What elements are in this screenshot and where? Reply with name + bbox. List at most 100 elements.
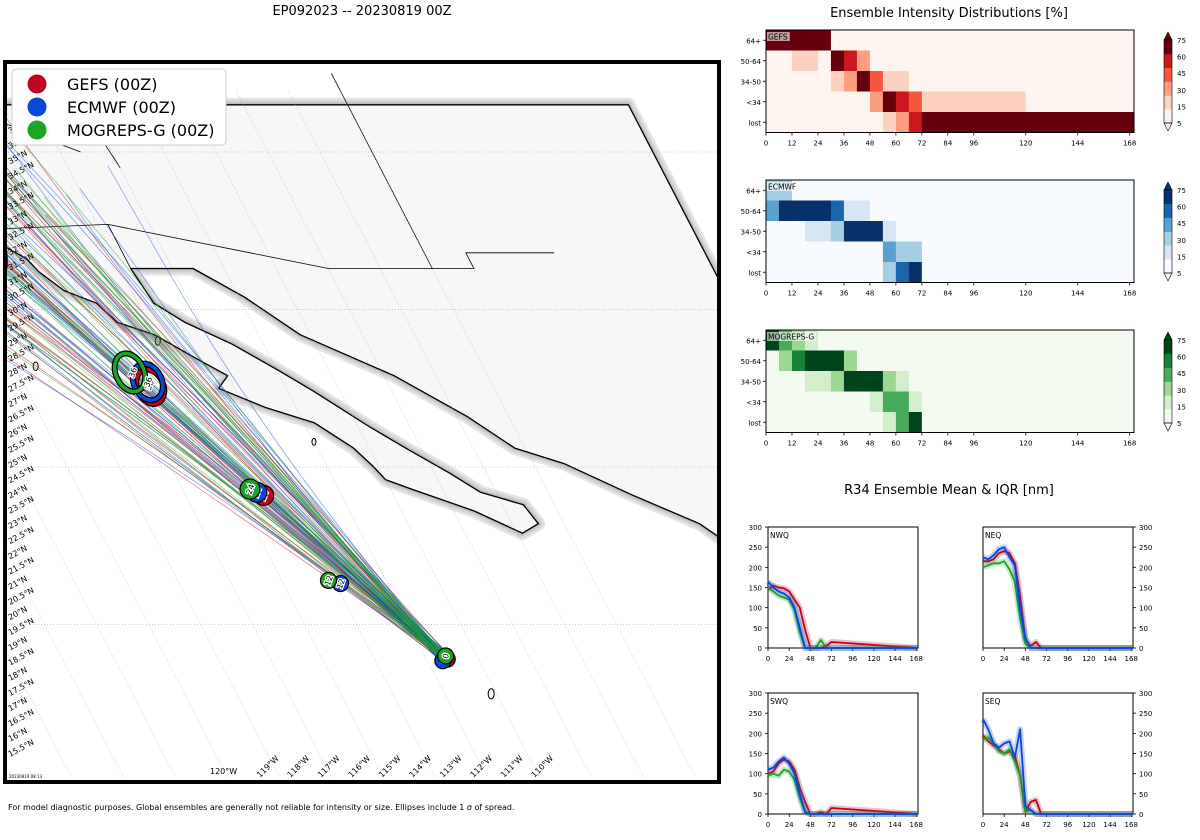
heatmap-cell (908, 412, 923, 433)
heatmap-cell (817, 262, 832, 283)
heatmap-cell (1051, 241, 1079, 263)
r34-panel-nwq: 0 24 48 72 96 120 144 168 0 50 100 150 200 250 300 NWQ (749, 524, 923, 663)
heatmap-cell (999, 350, 1027, 372)
heatmap-cell (947, 350, 975, 372)
heatmap-y-label: 64+ (746, 187, 761, 195)
heatmap-cell (895, 30, 910, 51)
r34-x-label: 48 (806, 821, 815, 829)
heatmap-cell (817, 112, 832, 133)
colorbar-segment (1164, 259, 1172, 274)
heatmap-cell (895, 221, 910, 242)
r34-x-label: 96 (848, 655, 857, 663)
heatmap-cell (856, 371, 871, 392)
heatmap-cell (856, 221, 871, 242)
r34-quadrant-label: SWQ (770, 697, 788, 706)
heatmap-cell (1077, 200, 1105, 222)
heatmap-y-label: 50-64 (741, 208, 762, 216)
colorbar-segment (1164, 217, 1172, 232)
ensemble-track (5, 269, 449, 657)
heatmap-cell (882, 412, 897, 433)
heatmap-cell (778, 350, 793, 372)
heatmap-cell (843, 50, 858, 72)
heatmap-cell (882, 391, 897, 413)
heatmap-cell (817, 241, 832, 263)
heatmap-cell (1077, 391, 1105, 413)
heatmap-cell (830, 91, 845, 113)
colorbar-segment (1164, 67, 1172, 82)
heatmap-cell (973, 330, 1001, 351)
heatmap-x-label: 0 (764, 440, 768, 448)
heatmap-cell (1051, 371, 1079, 392)
colorbar-arrow-top (1163, 181, 1173, 191)
ensemble-track (44, 196, 442, 657)
r34-x-label: 144 (1103, 821, 1117, 829)
heatmap-cell (804, 241, 819, 263)
heatmap-cell (856, 50, 871, 72)
heatmap-x-label: 48 (865, 290, 874, 298)
heatmap-cell (843, 371, 858, 392)
r34-y-label: 50 (753, 625, 762, 633)
heatmap-cell (817, 91, 832, 113)
lon-gridline (5, 447, 179, 782)
heatmap-cell (1077, 412, 1105, 433)
heatmap-cell (1077, 71, 1105, 92)
colorbar-tick-label: 15 (1177, 253, 1186, 261)
heatmap-cell (1051, 221, 1079, 242)
r34-y-label: 250 (749, 710, 762, 718)
heatmap-cell (766, 91, 780, 113)
heatmap-cell (830, 221, 845, 242)
heatmap-cell (1025, 350, 1053, 372)
r34-x-label: 96 (848, 821, 857, 829)
heatmap-cell (817, 180, 832, 201)
ensemble-track (5, 223, 448, 657)
heatmap-cell (817, 330, 832, 351)
heatmap-cell (791, 71, 806, 92)
heatmap-cell (921, 350, 949, 372)
heatmap-cell (1103, 71, 1135, 92)
ensemble-track (9, 172, 445, 657)
r34-x-label: 144 (1103, 655, 1117, 663)
heatmap-x-label: 120 (1019, 290, 1032, 298)
heatmap-cell (1025, 91, 1053, 113)
heatmap-cell (882, 330, 897, 351)
heatmap-cell (856, 71, 871, 92)
heatmap-cell (1103, 180, 1135, 201)
ensemble-track (16, 170, 451, 657)
heatmap-cell (1051, 350, 1079, 372)
heatmap-y-label: 34-50 (741, 78, 761, 86)
heatmap-cell (999, 112, 1027, 133)
heatmap-cell (843, 391, 858, 413)
colorbar-tick-label: 15 (1177, 103, 1186, 111)
heatmap-cell (804, 50, 819, 72)
heatmap-cell (882, 221, 897, 242)
heatmap-cell (999, 221, 1027, 242)
heatmap-cell (869, 241, 884, 263)
heatmap-cell (908, 371, 923, 392)
heatmap-cell (973, 221, 1001, 242)
heatmap-cell (830, 71, 845, 92)
heatmap-cell (766, 371, 780, 392)
heatmap-cell (843, 221, 858, 242)
r34-y-label: 50 (1139, 625, 1148, 633)
heatmap-x-label: 96 (969, 440, 978, 448)
heatmap-cell (999, 91, 1027, 113)
heatmap-cell (882, 241, 897, 263)
heatmap-cell (947, 50, 975, 72)
track-marker-mogreps (239, 478, 261, 500)
r34-y-label: 250 (1139, 710, 1152, 718)
heatmap-cell (830, 241, 845, 263)
heatmap-cell (766, 200, 780, 222)
heatmap-y-label: <34 (746, 99, 761, 107)
heatmap-cell (895, 180, 910, 201)
heatmap-cell (1051, 200, 1079, 222)
heatmap-cell (882, 350, 897, 372)
r34-x-label: 0 (766, 821, 770, 829)
r34-y-label: 0 (758, 811, 762, 819)
heatmap-cell (1051, 180, 1079, 201)
r34-y-label: 150 (1139, 585, 1152, 593)
heatmap-cell (869, 221, 884, 242)
r34-quadrant-label: SEQ (985, 697, 1000, 706)
colorbar-frame (1163, 39, 1173, 124)
colorbar-tick-label: 5 (1177, 270, 1181, 278)
